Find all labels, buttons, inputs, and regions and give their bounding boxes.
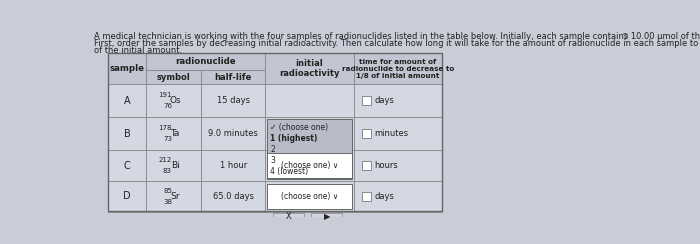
Bar <box>108 53 442 211</box>
Bar <box>362 161 371 170</box>
Text: time for amount of
radionuclide to decrease to
1/8 of initial amount: time for amount of radionuclide to decre… <box>342 59 454 79</box>
Bar <box>267 184 352 209</box>
Bar <box>354 117 442 150</box>
Text: 38: 38 <box>163 199 172 205</box>
Text: symbol: symbol <box>157 72 190 81</box>
Bar <box>146 181 202 212</box>
Text: half-life: half-life <box>214 72 252 81</box>
Text: B: B <box>124 129 130 139</box>
Text: 73: 73 <box>163 136 172 142</box>
Text: ?: ? <box>622 32 628 45</box>
Text: 191: 191 <box>158 92 172 98</box>
Bar <box>202 84 265 117</box>
Text: Sr: Sr <box>170 192 180 201</box>
Text: 1 (highest): 1 (highest) <box>270 134 318 143</box>
Text: 76: 76 <box>163 103 172 109</box>
Text: Os: Os <box>169 96 181 105</box>
Text: sample: sample <box>109 64 144 73</box>
Text: (choose one) ∨: (choose one) ∨ <box>281 192 338 201</box>
Bar <box>146 117 202 150</box>
Text: ✓ (choose one): ✓ (choose one) <box>270 123 328 132</box>
Bar <box>108 117 146 150</box>
Text: 1 hour: 1 hour <box>220 161 247 170</box>
Bar <box>202 150 265 181</box>
Text: 65.0 days: 65.0 days <box>213 192 253 201</box>
Bar <box>362 192 371 201</box>
Text: Bi: Bi <box>171 161 179 170</box>
Bar <box>354 53 442 84</box>
Bar <box>265 84 354 117</box>
Bar <box>265 181 354 212</box>
Text: 85: 85 <box>163 188 172 194</box>
Bar <box>362 96 371 105</box>
Bar <box>362 129 371 138</box>
Bar <box>265 150 354 181</box>
Text: A: A <box>124 95 130 105</box>
Text: Ta: Ta <box>170 129 180 138</box>
Text: 2: 2 <box>270 145 275 154</box>
Text: First, order the samples by decreasing initial radioactivity. Then calculate how: First, order the samples by decreasing i… <box>94 39 700 48</box>
Text: D: D <box>123 191 131 201</box>
Text: radionuclide: radionuclide <box>175 57 236 66</box>
Text: X: X <box>286 212 291 221</box>
Text: days: days <box>374 192 394 201</box>
Bar <box>108 181 146 212</box>
Bar <box>146 70 202 84</box>
Text: days: days <box>374 96 394 105</box>
Text: ▶: ▶ <box>323 212 330 221</box>
Text: initial
radioactivity: initial radioactivity <box>279 59 340 78</box>
Text: (choose one) ∨: (choose one) ∨ <box>281 161 338 170</box>
Bar <box>267 119 352 179</box>
Bar <box>312 213 342 221</box>
Text: 4 (lowest): 4 (lowest) <box>270 167 309 176</box>
Bar <box>273 213 304 221</box>
Text: 178: 178 <box>158 125 172 131</box>
Text: hours: hours <box>374 161 398 170</box>
Bar <box>202 181 265 212</box>
Text: 83: 83 <box>163 168 172 174</box>
Bar <box>265 53 354 84</box>
Bar <box>146 53 265 70</box>
Bar <box>202 70 265 84</box>
Text: 15 days: 15 days <box>217 96 250 105</box>
Bar <box>267 153 352 178</box>
Bar <box>202 117 265 150</box>
Text: 3: 3 <box>270 156 275 165</box>
Bar <box>354 150 442 181</box>
Bar <box>265 117 354 150</box>
Text: of the initial amount.: of the initial amount. <box>94 46 182 55</box>
Text: C: C <box>124 161 130 171</box>
Bar <box>146 84 202 117</box>
Bar <box>354 84 442 117</box>
Text: 212: 212 <box>159 157 172 163</box>
Text: minutes: minutes <box>374 129 408 138</box>
Text: A medical technician is working with the four samples of radionuclides listed in: A medical technician is working with the… <box>94 32 700 41</box>
Bar <box>354 181 442 212</box>
Bar <box>108 53 146 84</box>
Text: 9.0 minutes: 9.0 minutes <box>209 129 258 138</box>
Bar <box>108 150 146 181</box>
Bar <box>108 84 146 117</box>
Bar <box>146 150 202 181</box>
